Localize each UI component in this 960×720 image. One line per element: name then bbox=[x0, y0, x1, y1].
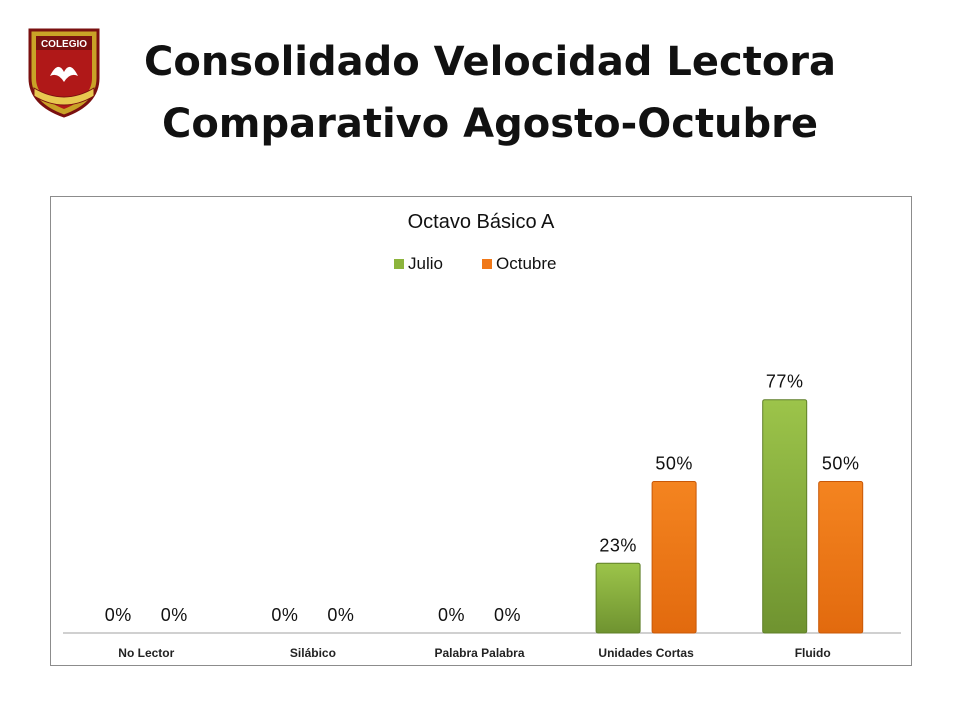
school-logo: COLEGIO bbox=[24, 26, 104, 118]
legend-label-1: Julio bbox=[408, 254, 443, 273]
data-label-octubre-2: 0% bbox=[327, 605, 354, 625]
data-label-julio-5: 77% bbox=[766, 372, 804, 392]
legend: Julio Octubre bbox=[394, 254, 556, 273]
chart-container: Octavo Básico A Julio Octubre 0% 0% 0% 0% 0% 0… bbox=[50, 196, 912, 666]
legend-swatch-2 bbox=[482, 259, 492, 269]
x-tick-label-5: Fluido bbox=[795, 646, 831, 660]
page-title: Consolidado Velocidad Lectora bbox=[143, 39, 837, 85]
bar-octubre-4 bbox=[651, 481, 697, 634]
page-subtitle: Comparativo Agosto-Octubre bbox=[161, 101, 819, 147]
x-tick-label-4: Unidades Cortas bbox=[598, 646, 694, 660]
logo-text: COLEGIO bbox=[41, 39, 87, 50]
bar-octubre-5 bbox=[818, 481, 864, 634]
data-label-octubre-5: 50% bbox=[822, 454, 860, 474]
data-label-octubre-1: 0% bbox=[161, 605, 188, 625]
data-label-julio-2: 0% bbox=[271, 605, 298, 625]
bar-chart: Octavo Básico A Julio Octubre 0% 0% 0% 0% 0% 0… bbox=[63, 211, 901, 660]
data-label-julio-4: 23% bbox=[599, 535, 637, 555]
data-label-octubre-4: 50% bbox=[655, 454, 693, 474]
data-label-julio-3: 0% bbox=[438, 605, 465, 625]
x-tick-label-3: Palabra Palabra bbox=[434, 646, 524, 660]
x-tick-label-2: Silábico bbox=[290, 646, 336, 660]
legend-label-2: Octubre bbox=[496, 254, 556, 273]
legend-swatch-1 bbox=[394, 259, 404, 269]
data-label-octubre-3: 0% bbox=[494, 605, 521, 625]
school-crest-icon: COLEGIO bbox=[28, 28, 100, 118]
bar-julio-5 bbox=[762, 399, 808, 634]
data-label-julio-1: 0% bbox=[105, 605, 132, 625]
x-tick-label-1: No Lector bbox=[118, 646, 174, 660]
chart-title: Octavo Básico A bbox=[408, 211, 555, 233]
bar-julio-4 bbox=[595, 562, 641, 634]
